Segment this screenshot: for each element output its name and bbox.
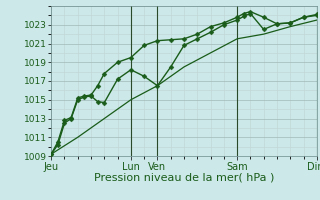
X-axis label: Pression niveau de la mer( hPa ): Pression niveau de la mer( hPa ) [94, 173, 274, 183]
